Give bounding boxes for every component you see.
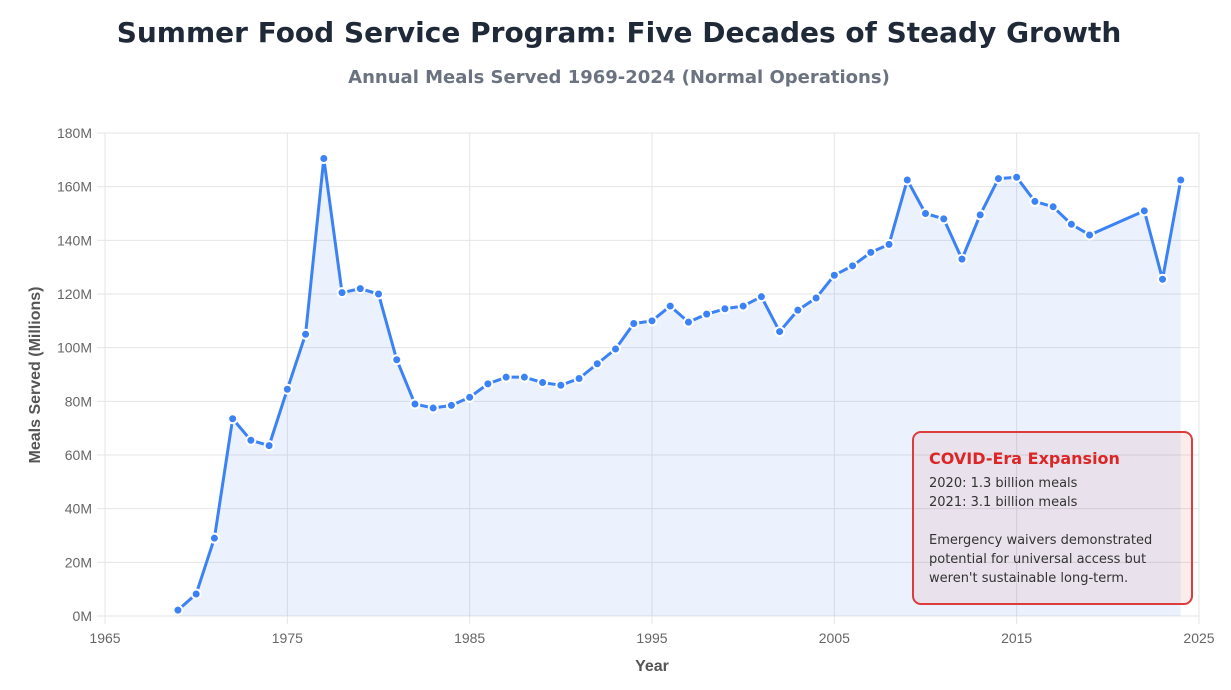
data-point: [208, 532, 220, 544]
x-tick-label: 1965: [89, 630, 120, 646]
data-point: [737, 300, 749, 312]
data-point: [610, 343, 622, 355]
data-point: [518, 371, 530, 383]
y-axis-ticks: 0M 20M 40M 60M 80M 100M 120M 140M 160M 180M: [57, 125, 92, 624]
data-point: [883, 238, 895, 250]
y-tick-label: 140M: [57, 232, 92, 248]
y-tick-label: 160M: [57, 179, 92, 195]
annotation-title: COVID-Era Expansion: [929, 449, 1120, 468]
data-point: [755, 291, 767, 303]
data-point: [354, 283, 366, 295]
annotation-line-2021: 2021: 3.1 billion meals: [929, 495, 1078, 510]
x-tick-label: 2025: [1183, 630, 1214, 646]
data-point: [792, 304, 804, 316]
data-point: [263, 440, 275, 452]
x-tick-label: 1995: [636, 630, 667, 646]
data-point: [445, 399, 457, 411]
data-point: [1157, 273, 1169, 285]
data-point: [682, 316, 694, 328]
x-tick-label: 1985: [454, 630, 485, 646]
data-point: [865, 246, 877, 258]
data-point: [1011, 171, 1023, 183]
x-axis-ticks: 1965 1975 1985 1995 2005 2015 2025: [89, 630, 1214, 646]
data-point: [591, 358, 603, 370]
data-point: [391, 354, 403, 366]
data-point: [901, 174, 913, 186]
x-tick-label: 2015: [1001, 630, 1032, 646]
x-axis-title: Year: [635, 658, 669, 675]
data-point: [172, 604, 184, 616]
data-point: [409, 398, 421, 410]
data-point: [555, 379, 567, 391]
y-tick-label: 180M: [57, 125, 92, 141]
data-point: [1084, 229, 1096, 241]
series-area-fill: [177, 158, 1181, 617]
data-point: [847, 260, 859, 272]
y-tick-label: 100M: [57, 340, 92, 356]
annotation-line-2020: 2020: 1.3 billion meals: [929, 476, 1078, 491]
data-point: [774, 326, 786, 338]
data-point: [537, 377, 549, 389]
y-tick-label: 120M: [57, 286, 92, 302]
y-tick-label: 40M: [65, 501, 92, 517]
data-point: [646, 315, 658, 327]
data-point: [828, 269, 840, 281]
data-point: [628, 318, 640, 330]
series-line: [176, 156, 1183, 612]
data-point: [245, 434, 257, 446]
y-axis-title: Meals Served (Millions): [27, 287, 44, 464]
data-point: [573, 373, 585, 385]
data-point: [318, 152, 330, 164]
data-point: [920, 208, 931, 219]
y-tick-label: 60M: [65, 447, 92, 463]
data-point: [1138, 205, 1150, 217]
data-point: [300, 328, 312, 340]
covid-annotation-box: COVID-Era Expansion 2020: 1.3 billion me…: [912, 431, 1193, 605]
data-point: [427, 402, 439, 414]
data-point: [281, 383, 293, 395]
series-points: [172, 152, 1187, 616]
data-point: [719, 303, 731, 315]
data-point: [500, 371, 512, 383]
data-point: [227, 413, 239, 425]
y-tick-label: 80M: [65, 393, 92, 409]
data-point: [1047, 201, 1059, 213]
data-point: [701, 308, 713, 320]
data-point: [992, 173, 1004, 185]
chart-subtitle: Annual Meals Served 1969-2024 (Normal Op…: [348, 67, 890, 88]
x-tick-label: 1975: [272, 630, 303, 646]
chart-title: Summer Food Service Program: Five Decade…: [116, 16, 1122, 49]
y-tick-label: 20M: [65, 554, 92, 570]
data-point: [810, 292, 822, 304]
data-point: [956, 253, 968, 265]
data-point: [1175, 174, 1187, 186]
data-point: [938, 213, 950, 225]
annotation-note: Emergency waivers demonstrated potential…: [929, 533, 1153, 586]
data-point: [373, 288, 384, 300]
data-point: [1065, 218, 1077, 230]
data-point: [464, 391, 476, 403]
data-point: [664, 300, 676, 312]
y-tick-label: 0M: [73, 608, 92, 624]
data-point: [482, 378, 494, 390]
x-tick-label: 2005: [819, 630, 850, 646]
grid: [97, 132, 1200, 624]
data-point: [336, 287, 348, 299]
data-point: [1029, 195, 1041, 207]
data-point: [974, 209, 986, 221]
data-point: [190, 588, 202, 600]
